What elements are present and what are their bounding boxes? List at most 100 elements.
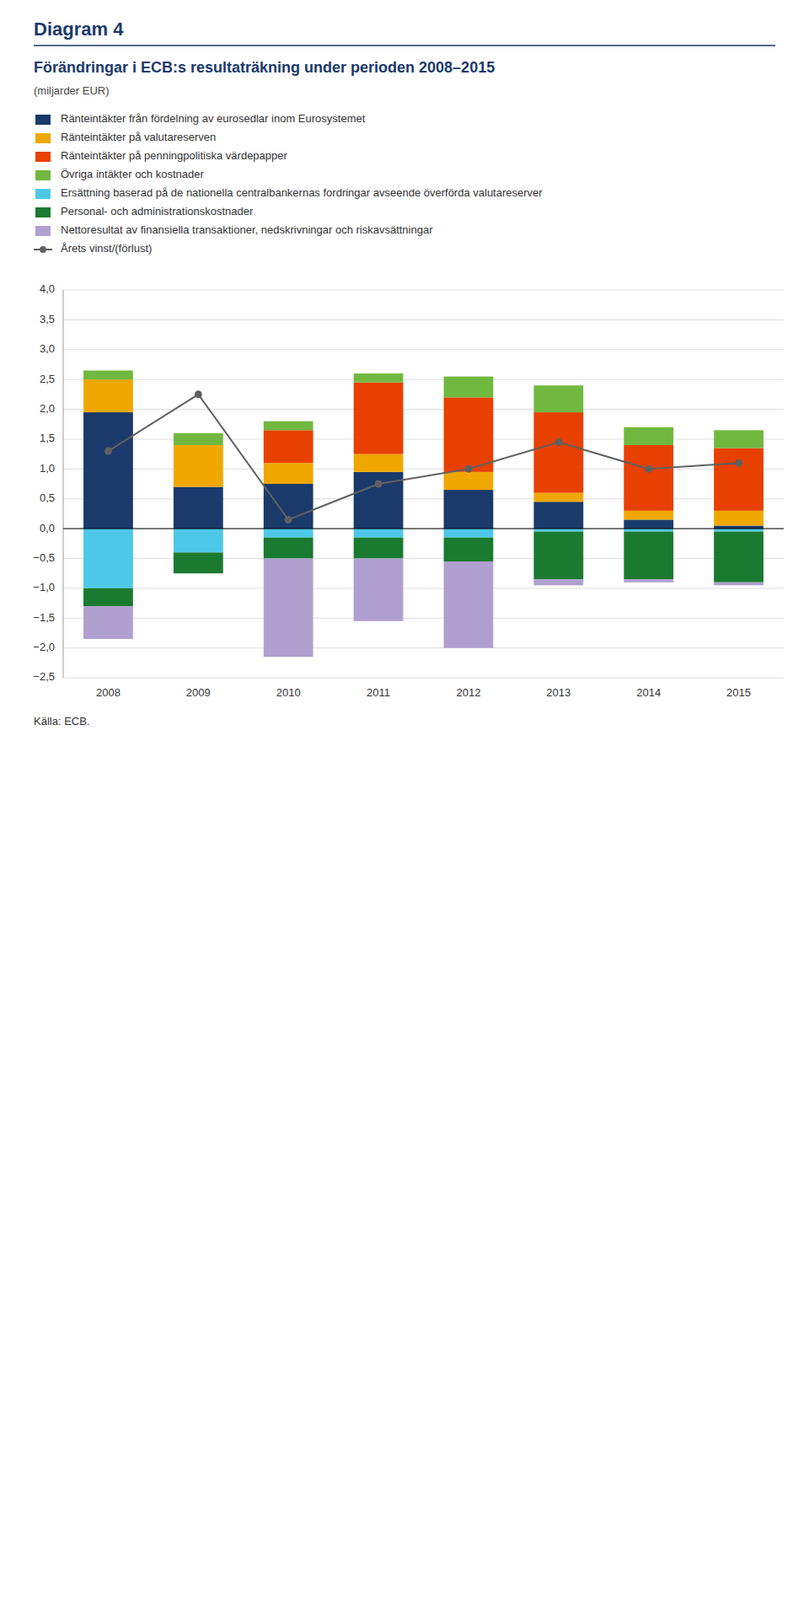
bar-segment <box>173 432 224 434</box>
bar-segment <box>533 501 584 529</box>
bar-segment <box>533 531 584 580</box>
bar-segment <box>263 537 314 559</box>
bar-segment <box>263 429 314 463</box>
bar-segment <box>353 454 404 472</box>
y-tick-label: 3,5 <box>39 312 55 326</box>
y-tick-label: 2,0 <box>39 401 55 415</box>
legend-label: Nettoresultat av finansiella transaktion… <box>60 223 434 236</box>
bar-segment <box>83 370 134 381</box>
legend-label: Ersättning baserad på de nationella cent… <box>60 186 543 199</box>
bar-segment <box>444 396 494 472</box>
bar-segment <box>713 448 764 511</box>
grid-line <box>63 379 784 381</box>
bar-segment <box>353 528 404 538</box>
bar-segment <box>444 376 494 398</box>
grid-line <box>63 408 784 410</box>
bar-segment <box>83 412 134 529</box>
x-tick-label: 2014 <box>636 685 661 699</box>
x-tick-label: 2013 <box>546 685 571 699</box>
annotation: Källa: ECB. <box>33 714 90 728</box>
legend-label: Ränteintäkter på penningpolitiska värdep… <box>60 149 289 162</box>
legend-swatch <box>35 151 51 162</box>
plot-area <box>63 370 784 658</box>
x-tick-label: 2010 <box>276 685 301 699</box>
legend-swatch <box>35 133 51 144</box>
line-marker <box>554 438 563 446</box>
bar-segment <box>533 528 584 532</box>
y-tick-label: −2,0 <box>32 640 55 654</box>
bar-segment <box>263 421 314 431</box>
grid-line <box>63 468 784 470</box>
bar-segment <box>713 525 764 530</box>
legend-marker <box>39 246 47 253</box>
bar-segment <box>444 537 494 562</box>
legend: Ränteintäkter från fördelning av eurosed… <box>33 112 543 255</box>
legend-swatch <box>35 188 51 199</box>
grid-line <box>63 438 784 440</box>
legend-label: Ränteintäkter från fördelning av eurosed… <box>60 112 366 125</box>
grid-line <box>63 587 784 589</box>
bar-segment <box>623 444 674 511</box>
bar-segment <box>623 510 674 520</box>
line <box>107 394 739 520</box>
bar-segment <box>623 531 674 580</box>
bar-segment <box>533 492 584 503</box>
bar-segment <box>263 557 314 657</box>
line-marker <box>734 459 743 467</box>
bar-segment <box>173 433 224 445</box>
bar-segment <box>173 528 224 552</box>
line-marker <box>194 390 203 398</box>
x-tick-label: 2015 <box>726 685 751 699</box>
bar-segment <box>713 429 764 448</box>
y-tick-label: 0,5 <box>39 491 55 504</box>
y-axis: −2,5−2,0−1,5−1,0−0,50,00,51,01,52,02,53,… <box>32 282 784 683</box>
legend-label: Årets vinst/(förlust) <box>60 241 152 255</box>
bar-segment <box>263 462 314 484</box>
bar-segment <box>353 557 404 621</box>
bar-segment <box>173 487 224 530</box>
bar-segment <box>533 385 584 413</box>
bar-segment <box>353 382 404 455</box>
legend-label: Personal- och administrationskostnader <box>60 204 254 218</box>
grid-line <box>63 348 784 350</box>
y-tick-label: 1,0 <box>39 461 55 475</box>
legend-swatch <box>35 114 51 125</box>
bar-segment <box>353 373 404 383</box>
bar-segment <box>263 528 314 538</box>
y-tick-label: 4,0 <box>39 282 55 295</box>
grid-line <box>63 617 784 619</box>
bar-segment <box>533 412 584 493</box>
x-tick-label: 2011 <box>366 685 391 699</box>
grid-line <box>63 528 784 530</box>
bar-segment <box>173 551 224 574</box>
bar-segment <box>713 582 764 586</box>
y-tick-label: −1,0 <box>32 580 55 594</box>
x-tick-label: 2009 <box>186 685 211 699</box>
grid-line <box>63 677 784 679</box>
y-tick-label: 2,5 <box>39 372 55 386</box>
bar-segment <box>623 528 674 532</box>
bar-segment <box>173 444 224 488</box>
bar-segment <box>623 519 674 529</box>
y-axis-line <box>63 289 65 678</box>
y-tick-label: −0,5 <box>32 551 55 564</box>
grid-line <box>63 319 784 321</box>
legend-label: Övriga intäkter och kostnader <box>60 167 204 181</box>
title-rule <box>33 44 776 47</box>
bar-segment <box>623 578 674 583</box>
line-marker <box>284 515 293 524</box>
legend-swatch <box>35 225 51 236</box>
bar-segment <box>83 528 134 589</box>
annotation: (miljarder EUR) <box>33 84 110 97</box>
legend-swatch <box>35 170 51 181</box>
grid-line <box>63 498 784 499</box>
bar-segment <box>713 531 764 583</box>
bar-segment <box>444 489 494 529</box>
legend-swatch <box>35 207 51 218</box>
y-tick-label: 3,0 <box>39 342 55 355</box>
bar-segment <box>533 578 584 585</box>
subtitle: Förändringar i ECB:s resultaträkning und… <box>33 58 495 76</box>
bar-segment <box>623 427 674 445</box>
bar-segment <box>713 528 764 532</box>
y-tick-label: 1,5 <box>39 431 55 445</box>
